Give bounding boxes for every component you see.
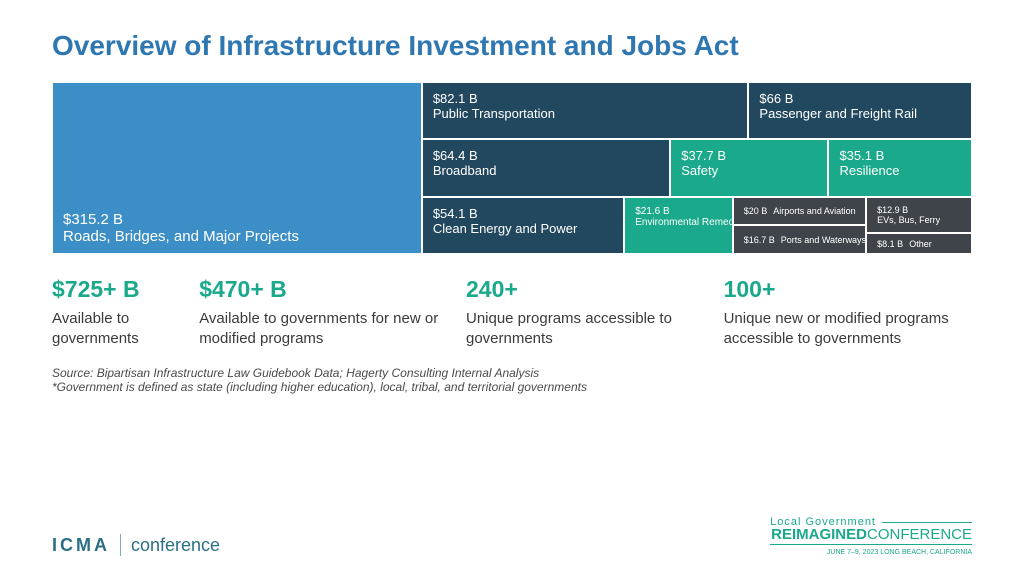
source-note: Source: Bipartisan Infrastructure Law Gu… <box>52 366 972 394</box>
treemap-label: Passenger and Freight Rail <box>759 106 961 121</box>
treemap-amount: $8.1 B <box>877 239 903 249</box>
treemap-amount: $35.1 B <box>839 148 961 163</box>
treemap-amount: $64.4 B <box>433 148 659 163</box>
treemap-label: Resilience <box>839 163 961 178</box>
stat-desc: Available to governments <box>52 309 179 348</box>
treemap-label: Airports and Aviation <box>773 206 855 216</box>
stat-number: 100+ <box>724 276 952 303</box>
treemap-cell: $64.4 BBroadband <box>422 139 670 196</box>
treemap-label: Broadband <box>433 163 659 178</box>
stat-desc: Available to governments for new or modi… <box>199 309 446 348</box>
treemap-label: Roads, Bridges, and Major Projects <box>63 228 411 245</box>
conference-logo: Local Government REIMAGINEDCONFERENCE JU… <box>770 517 972 556</box>
treemap-label: Clean Energy and Power <box>433 221 613 236</box>
treemap-amount: $37.7 B <box>681 148 817 163</box>
treemap-cell: $35.1 BResilience <box>828 139 972 196</box>
treemap-amount: $82.1 B <box>433 91 738 106</box>
treemap-label: EVs, Bus, Ferry <box>877 215 961 225</box>
treemap-amount: $21.6 B <box>635 206 722 217</box>
treemap-amount: $16.7 B <box>744 235 775 245</box>
treemap-amount: $54.1 B <box>433 206 613 221</box>
treemap-cell: $66 BPassenger and Freight Rail <box>748 82 972 139</box>
stat-number: 240+ <box>466 276 704 303</box>
stats-row: $725+ B Available to governments $470+ B Av… <box>52 276 972 348</box>
treemap-label: Other <box>909 239 932 249</box>
treemap-cell: $20 B Airports and Aviation <box>733 197 866 226</box>
treemap-cell: $37.7 BSafety <box>670 139 828 196</box>
treemap-label: Public Transportation <box>433 106 738 121</box>
treemap-label: Ports and Waterways <box>781 235 866 245</box>
treemap-cell: $8.1 B Other <box>866 233 972 254</box>
treemap-cell: $315.2 BRoads, Bridges, and Major Projec… <box>52 82 422 254</box>
treemap-cell: $54.1 BClean Energy and Power <box>422 197 624 254</box>
icma-logo: ICMA conference <box>52 534 220 556</box>
page-title: Overview of Infrastructure Investment an… <box>52 30 972 62</box>
treemap-label: Safety <box>681 163 817 178</box>
treemap-cell: $82.1 BPublic Transportation <box>422 82 749 139</box>
stat-desc: Unique programs accessible to government… <box>466 309 704 348</box>
treemap-amount: $20 B <box>744 206 768 216</box>
stat-block: 100+ Unique new or modified programs acce… <box>724 276 972 348</box>
treemap: $315.2 BRoads, Bridges, and Major Projec… <box>52 82 972 254</box>
stat-block: $470+ B Available to governments for new … <box>199 276 466 348</box>
stat-desc: Unique new or modified programs accessib… <box>724 309 952 348</box>
stat-block: 240+ Unique programs accessible to govern… <box>466 276 724 348</box>
stat-number: $725+ B <box>52 276 179 303</box>
treemap-cell: $16.7 B Ports and Waterways <box>733 225 866 254</box>
stat-block: $725+ B Available to governments <box>52 276 199 348</box>
treemap-cell: $12.9 BEVs, Bus, Ferry <box>866 197 972 234</box>
treemap-label: Environmental Remediation <box>635 217 722 228</box>
treemap-cell: $21.6 BEnvironmental Remediation <box>624 197 733 254</box>
treemap-amount: $66 B <box>759 91 961 106</box>
stat-number: $470+ B <box>199 276 446 303</box>
treemap-amount: $315.2 B <box>63 211 411 228</box>
treemap-amount: $12.9 B <box>877 205 961 215</box>
